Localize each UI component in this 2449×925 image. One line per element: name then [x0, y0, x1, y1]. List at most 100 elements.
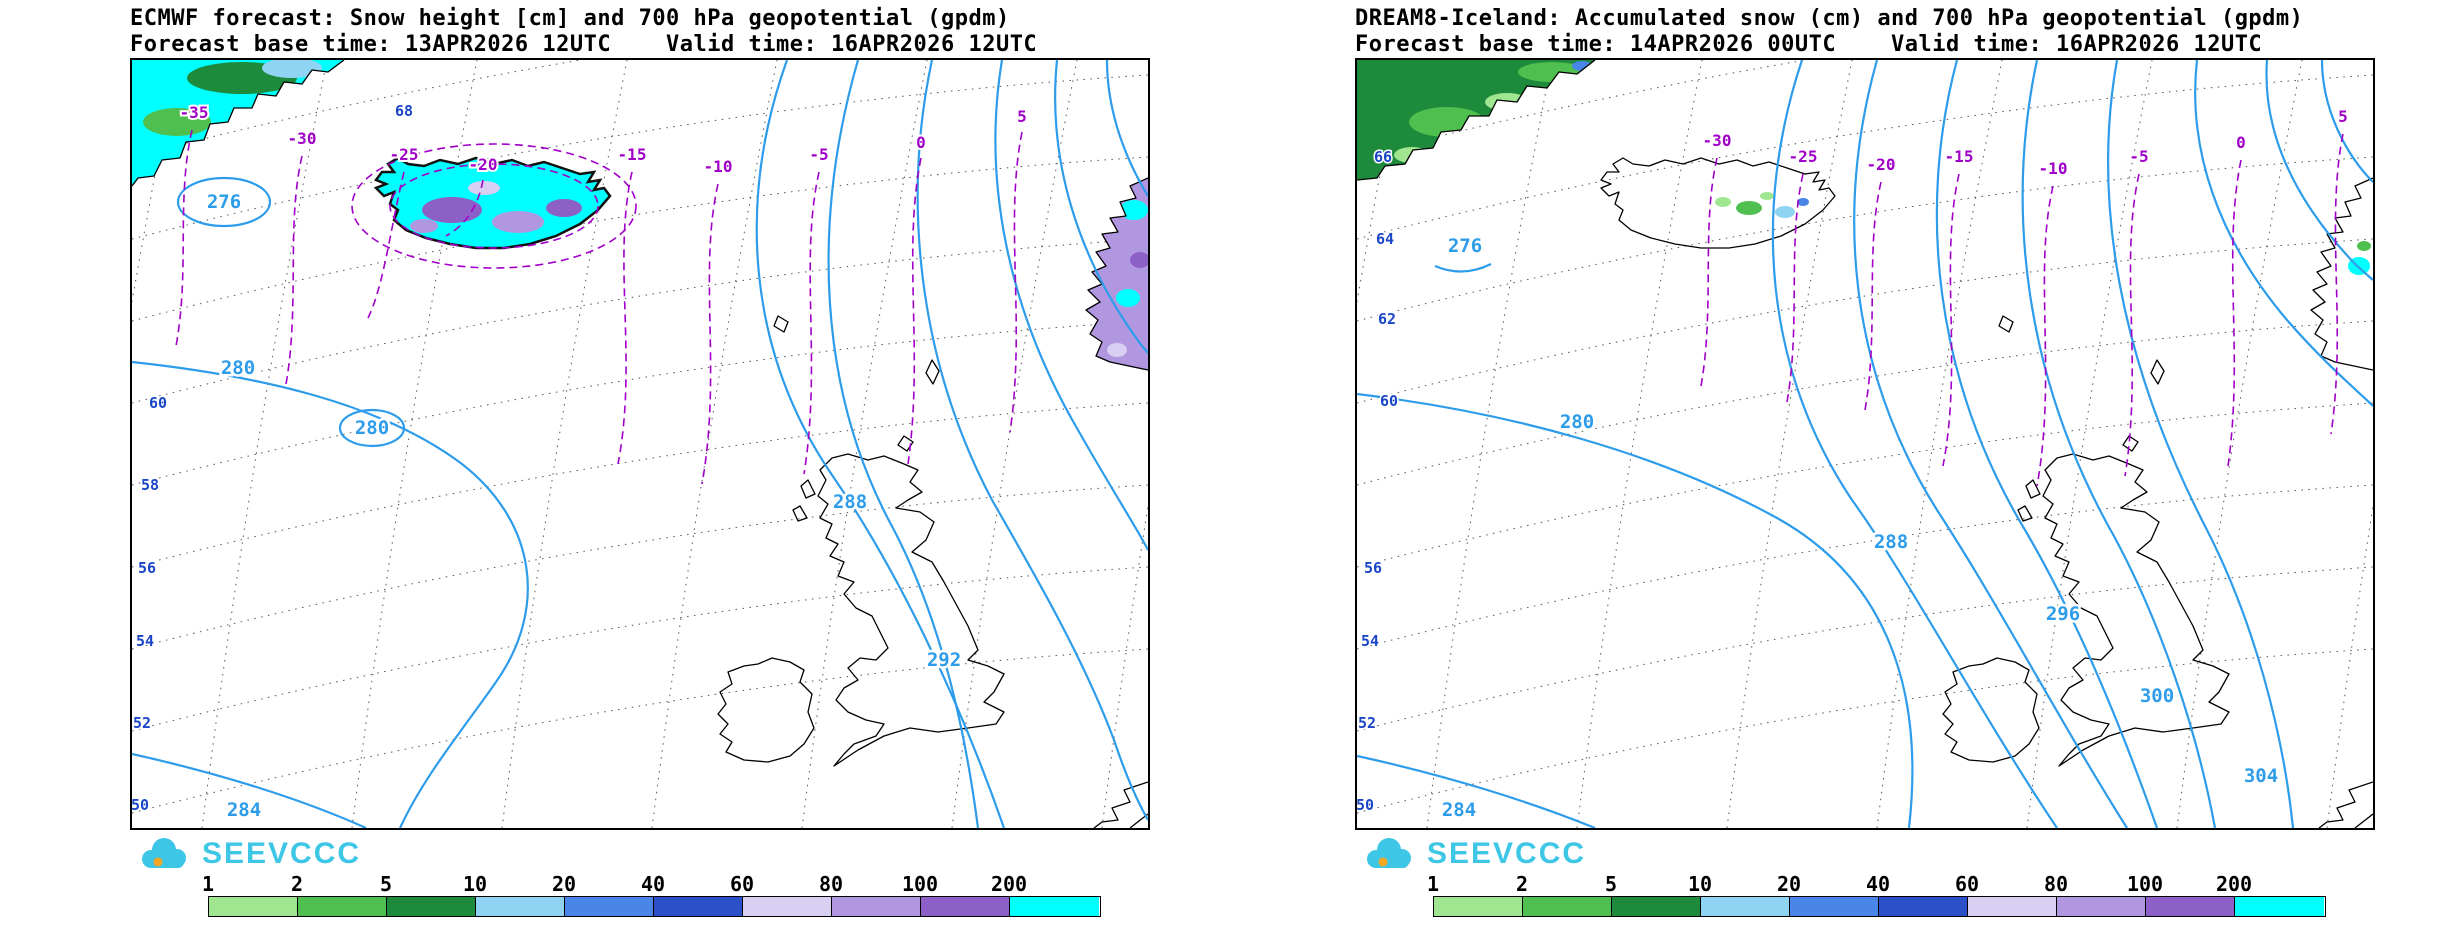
cloud-icon [1367, 838, 1411, 868]
temperature-contours [1700, 133, 2344, 487]
snow-scale-legend: 1 2 5 10 20 40 60 80 100 200 [202, 872, 1101, 917]
ireland-coastline [717, 657, 815, 763]
legend-color-cell [1010, 897, 1099, 916]
temperature-label: -30 [288, 129, 317, 148]
geopotential-label: 288 [833, 491, 867, 513]
temperature-label: -20 [469, 155, 498, 174]
temperature-label: -25 [390, 145, 419, 164]
legend-color-cell [1434, 897, 1523, 916]
seevccc-logo-text: SEEVCCC [1427, 837, 1587, 870]
geopotential-label: 284 [1442, 799, 1476, 821]
france-coastline [2318, 781, 2373, 828]
legend-tick: 40 [1865, 872, 1891, 896]
temperature-label: -5 [2129, 147, 2148, 166]
map-canvas: 276 280 284 288 296 300 304 -30 -25 -20 … [1357, 60, 2373, 828]
page-subtitle: Forecast base time: 14APR2026 00UTC Vali… [1355, 32, 2263, 57]
legend-color-bar [208, 896, 1101, 917]
geopotential-label: 280 [355, 417, 389, 439]
snow-shading [132, 60, 1148, 370]
latitude-label: 64 [1376, 230, 1394, 248]
legend-color-cell [1790, 897, 1879, 916]
latitude-label: 54 [1361, 632, 1379, 650]
legend-tick: 10 [1687, 872, 1713, 896]
latitude-label: 66 [1374, 148, 1392, 166]
legend-color-cell [832, 897, 921, 916]
legend-tick: 200 [990, 872, 1028, 896]
legend-tick: 2 [1515, 872, 1529, 896]
latitude-label: 50 [132, 796, 149, 814]
legend-tick: 40 [640, 872, 666, 896]
iceland-snow [373, 156, 612, 250]
temperature-label: 0 [916, 133, 926, 152]
legend-color-cell [1968, 897, 2057, 916]
legend-color-cell [1612, 897, 1701, 916]
panel-ecmwf-forecast: ECMWF forecast: Snow height [cm] and 700… [0, 0, 1224, 925]
temperature-contours [175, 129, 1023, 485]
panel-dream8-forecast: DREAM8-Iceland: Accumulated snow (cm) an… [1225, 0, 2449, 925]
small-islands-coastline [1998, 315, 2165, 522]
legend-tick: 200 [2215, 872, 2253, 896]
legend-tick-labels: 1 2 5 10 20 40 60 80 100 200 [202, 872, 1100, 896]
legend-color-cell [209, 897, 298, 916]
greenland-snow [1357, 60, 1595, 180]
map-labels: 276 280 280 284 288 292 -35 -30 -25 -20 … [132, 101, 1029, 824]
legend-tick: 10 [462, 872, 488, 896]
legend-color-cell [2235, 897, 2324, 916]
iceland-snow [1715, 192, 1809, 218]
temperature-label: -30 [1703, 131, 1732, 150]
small-islands-coastline [773, 315, 940, 522]
geopotential-label: 276 [1448, 235, 1482, 257]
legend-color-cell [2057, 897, 2146, 916]
legend-tick: 60 [729, 872, 755, 896]
norway-coastline [2310, 177, 2373, 371]
seevccc-logo: SEEVCCC [136, 834, 361, 874]
greenland-coastline [1357, 60, 1596, 181]
legend-color-cell [1879, 897, 1968, 916]
legend-tick: 20 [551, 872, 577, 896]
latitude-label: 62 [1378, 310, 1396, 328]
legend-color-cell [387, 897, 476, 916]
panel-header: ECMWF forecast: Snow height [cm] and 700… [130, 6, 1037, 58]
temperature-label: 5 [1017, 107, 1027, 126]
latitude-label: 52 [133, 714, 151, 732]
map-canvas: 276 280 280 284 288 292 -35 -30 -25 -20 … [132, 60, 1148, 828]
snow-scale-legend: 1 2 5 10 20 40 60 80 100 200 [1427, 872, 2326, 917]
temperature-label: -25 [1789, 147, 1818, 166]
legend-color-cell [2146, 897, 2235, 916]
legend-color-cell [298, 897, 387, 916]
iceland-coastline [1600, 157, 1836, 249]
legend-color-bar [1433, 896, 2326, 917]
geopotential-contours [1357, 60, 2373, 828]
legend-color-cell [476, 897, 565, 916]
norway-coastline [1085, 177, 1148, 371]
legend-color-cell [654, 897, 743, 916]
legend-tick: 20 [1776, 872, 1802, 896]
temperature-label: -5 [809, 145, 828, 164]
seevccc-logo: SEEVCCC [1361, 834, 1586, 874]
legend-tick: 2 [290, 872, 304, 896]
legend-tick: 5 [1604, 872, 1618, 896]
temperature-label: -15 [1945, 147, 1974, 166]
latitude-label: 52 [1358, 714, 1376, 732]
geopotential-label: 280 [1560, 411, 1594, 433]
snow-shading [1357, 60, 2371, 275]
temperature-label: 0 [2236, 133, 2246, 152]
latitude-label: 56 [1364, 559, 1382, 577]
temperature-label: -35 [180, 103, 209, 122]
legend-tick: 80 [2043, 872, 2069, 896]
great-britain-coastline [2042, 453, 2230, 767]
latitude-label: 54 [136, 632, 154, 650]
legend-tick: 80 [818, 872, 844, 896]
coastlines [132, 60, 1148, 828]
weather-map-ecmwf: 276 280 280 284 288 292 -35 -30 -25 -20 … [130, 58, 1150, 830]
legend-color-cell [1523, 897, 1612, 916]
page-subtitle: Forecast base time: 13APR2026 12UTC Vali… [130, 32, 1038, 57]
legend-tick: 60 [1954, 872, 1980, 896]
geopotential-label: 304 [2244, 765, 2278, 787]
legend-color-cell [921, 897, 1010, 916]
geopotential-label: 284 [227, 799, 261, 821]
temperature-label: -15 [618, 145, 647, 164]
geopotential-label: 292 [927, 649, 961, 671]
map-labels: 276 280 284 288 296 300 304 -30 -25 -20 … [1357, 105, 2350, 824]
